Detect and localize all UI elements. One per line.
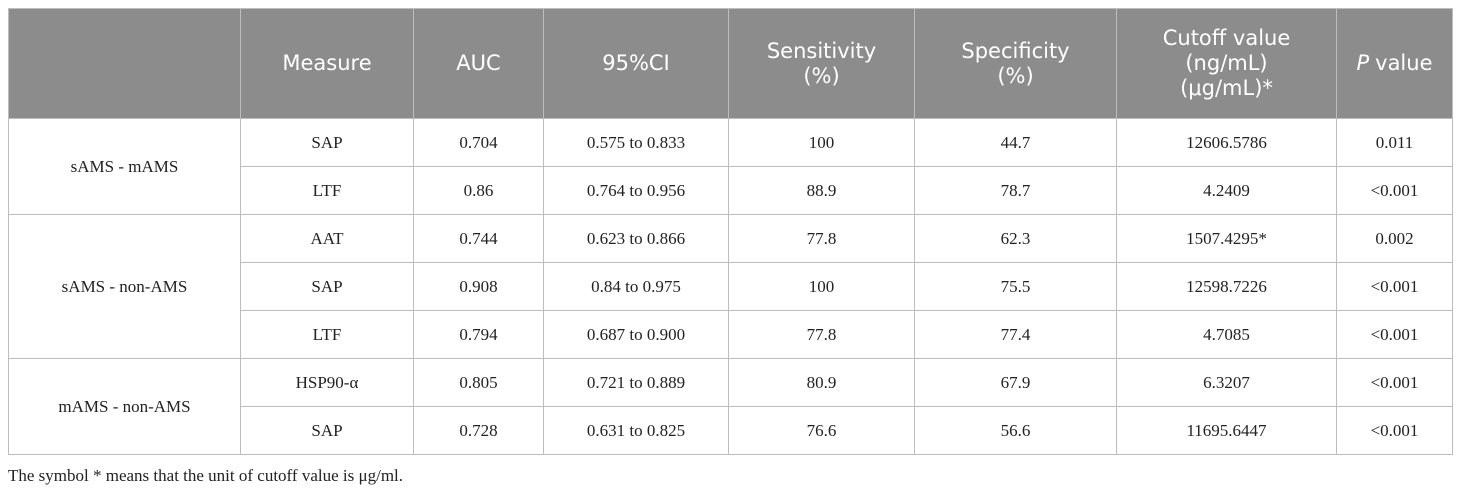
table-cell: 77.8	[728, 214, 915, 263]
table-row: LTF 0.86 0.764 to 0.956 88.9 78.7 4.2409 <0.00…	[9, 166, 1453, 215]
header-cell: AUC	[413, 8, 544, 119]
table-cell: <0.001	[1336, 262, 1453, 311]
header-cell: Cutoff value (ng/mL) (μg/mL)*	[1116, 8, 1337, 119]
table-cell: 75.5	[914, 262, 1117, 311]
table-cell: 77.8	[728, 310, 915, 359]
table-cell: SAP	[240, 262, 414, 311]
table-cell: <0.001	[1336, 358, 1453, 407]
table-cell: 12598.7226	[1116, 262, 1337, 311]
group-label: mAMS - non-AMS	[8, 358, 241, 455]
table-cell: SAP	[240, 406, 414, 455]
table-cell: 0.86	[413, 166, 544, 215]
table-cell: 0.805	[413, 358, 544, 407]
table-cell: 0.011	[1336, 118, 1453, 167]
table-cell: SAP	[240, 118, 414, 167]
header-text: value	[1375, 51, 1433, 75]
header-text: AUC	[456, 51, 501, 75]
table-cell: HSP90-α	[240, 358, 414, 407]
table-wrap: Measure AUC 95%CI Sensitivity (%) Specificity…	[8, 8, 1453, 455]
table-cell: 11695.6447	[1116, 406, 1337, 455]
group-label: sAMS - non-AMS	[8, 214, 241, 359]
table-row: mAMS - non-AMS HSP90-α 0.805 0.721 to 0.889…	[8, 358, 1453, 455]
table: Measure AUC 95%CI Sensitivity (%) Specificity…	[8, 8, 1453, 455]
header-text: Sensitivity	[766, 38, 877, 63]
table-cell: LTF	[240, 166, 414, 215]
table-cell: 88.9	[728, 166, 915, 215]
header-row: Measure AUC 95%CI Sensitivity (%) Specificity…	[8, 8, 1453, 119]
table-row: sAMS - non-AMS AAT 0.744 0.623 to 0.866 77.8…	[8, 214, 1453, 359]
table-cell: 0.908	[413, 262, 544, 311]
table-cell: 12606.5786	[1116, 118, 1337, 167]
header-text: Cutoff value	[1162, 26, 1291, 50]
header-text: (%)	[803, 63, 840, 88]
header-text: (%)	[997, 63, 1034, 88]
table-cell: 100	[728, 262, 915, 311]
table-cell: 0.728	[413, 406, 544, 455]
header-text: (μg/mL)*	[1180, 76, 1273, 100]
table-cell: 0.002	[1336, 214, 1453, 263]
table-cell: 1507.4295*	[1116, 214, 1337, 263]
table-cell: 0.704	[413, 118, 544, 167]
header-italic: P	[1356, 51, 1370, 75]
table-cell: 77.4	[914, 310, 1117, 359]
table-cell: 76.6	[728, 406, 915, 455]
table-cell: AAT	[240, 214, 414, 263]
table-cell: 62.3	[914, 214, 1117, 263]
table-cell: <0.001	[1336, 310, 1453, 359]
table-cell: LTF	[240, 310, 414, 359]
header-text: Measure	[282, 51, 372, 75]
header-text: 95%CI	[602, 51, 670, 75]
table-cell: 56.6	[914, 406, 1117, 455]
table-cell: 0.764 to 0.956	[543, 166, 729, 215]
table-cell: 100	[728, 118, 915, 167]
table-cell: 4.7085	[1116, 310, 1337, 359]
table-cell: 6.3207	[1116, 358, 1337, 407]
table-cell: 0.687 to 0.900	[543, 310, 729, 359]
table-row: SAP 0.728 0.631 to 0.825 76.6 56.6 11695.6447…	[9, 406, 1453, 455]
table-cell: 0.794	[413, 310, 544, 359]
table-cell: 0.721 to 0.889	[543, 358, 729, 407]
header-text: Specificity	[961, 38, 1070, 63]
footnote: The symbol * means that the unit of cuto…	[8, 466, 404, 485]
table-body: sAMS - mAMS SAP 0.704 0.575 to 0.833 100 44.7…	[8, 118, 1453, 455]
header-text: (ng/mL)	[1185, 51, 1268, 75]
table-cell: 44.7	[914, 118, 1117, 167]
table-row: SAP 0.908 0.84 to 0.975 100 75.5 12598.7226 <0…	[9, 262, 1453, 311]
header-cell	[8, 8, 241, 119]
table-row: LTF 0.794 0.687 to 0.900 77.8 77.4 4.7085 <0.0…	[9, 310, 1453, 359]
table-cell: 0.84 to 0.975	[543, 262, 729, 311]
table-cell: <0.001	[1336, 166, 1453, 215]
table-cell: 78.7	[914, 166, 1117, 215]
table-row: sAMS - mAMS SAP 0.704 0.575 to 0.833 100 44.7…	[8, 118, 1453, 215]
table-cell: 0.631 to 0.825	[543, 406, 729, 455]
header-cell: Specificity (%)	[914, 8, 1117, 119]
table-cell: 80.9	[728, 358, 915, 407]
header-cell: 95%CI	[543, 8, 729, 119]
table-cell: 0.575 to 0.833	[543, 118, 729, 167]
group-label: sAMS - mAMS	[8, 118, 241, 215]
header-cell: Sensitivity (%)	[728, 8, 915, 119]
table-cell: 0.744	[413, 214, 544, 263]
table-cell: <0.001	[1336, 406, 1453, 455]
table-cell: 67.9	[914, 358, 1117, 407]
table-cell: 0.623 to 0.866	[543, 214, 729, 263]
table-cell: 4.2409	[1116, 166, 1337, 215]
header-cell: Measure	[240, 8, 414, 119]
